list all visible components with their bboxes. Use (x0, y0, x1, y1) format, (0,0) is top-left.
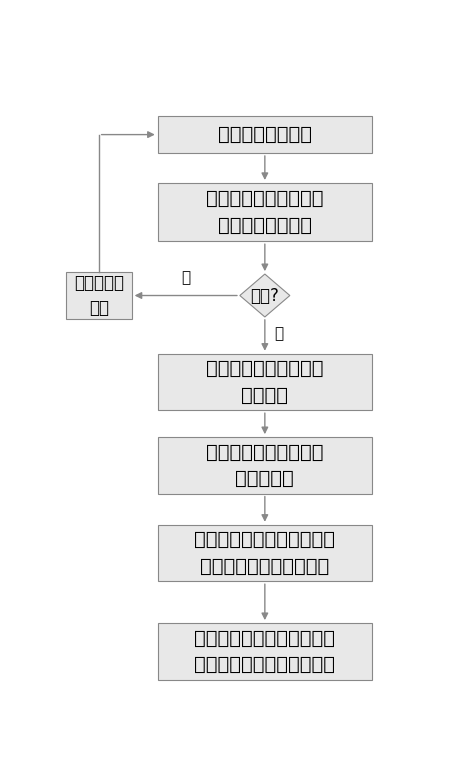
Text: 设计制作检测模具: 设计制作检测模具 (218, 125, 312, 144)
FancyBboxPatch shape (158, 183, 372, 241)
Text: 是: 是 (274, 326, 283, 341)
FancyBboxPatch shape (158, 437, 372, 494)
Text: 否: 否 (181, 270, 190, 285)
Text: 将被测构件与检测模具
边缘对齐: 将被测构件与检测模具 边缘对齐 (206, 359, 324, 405)
Text: 重新制作或
修理: 重新制作或 修理 (74, 274, 124, 317)
FancyBboxPatch shape (158, 354, 372, 410)
Text: 采用接触式测量采集被测构
件表面数据及模具基准面: 采用接触式测量采集被测构 件表面数据及模具基准面 (195, 530, 335, 576)
Text: 合格?: 合格? (250, 286, 279, 304)
FancyBboxPatch shape (158, 116, 372, 153)
FancyBboxPatch shape (158, 623, 372, 680)
Polygon shape (240, 274, 290, 317)
FancyBboxPatch shape (158, 525, 372, 581)
Text: 通过三基准平面建立坐标系
与理论模型拟合，计算偏差: 通过三基准平面建立坐标系 与理论模型拟合，计算偏差 (195, 628, 335, 674)
Text: 按照三平面基准检查检
测模具的加工精度: 按照三平面基准检查检 测模具的加工精度 (206, 190, 324, 235)
Text: 将标准厂度薄膜覆盖整
体并抽真空: 将标准厂度薄膜覆盖整 体并抽真空 (206, 443, 324, 488)
FancyBboxPatch shape (65, 272, 132, 320)
